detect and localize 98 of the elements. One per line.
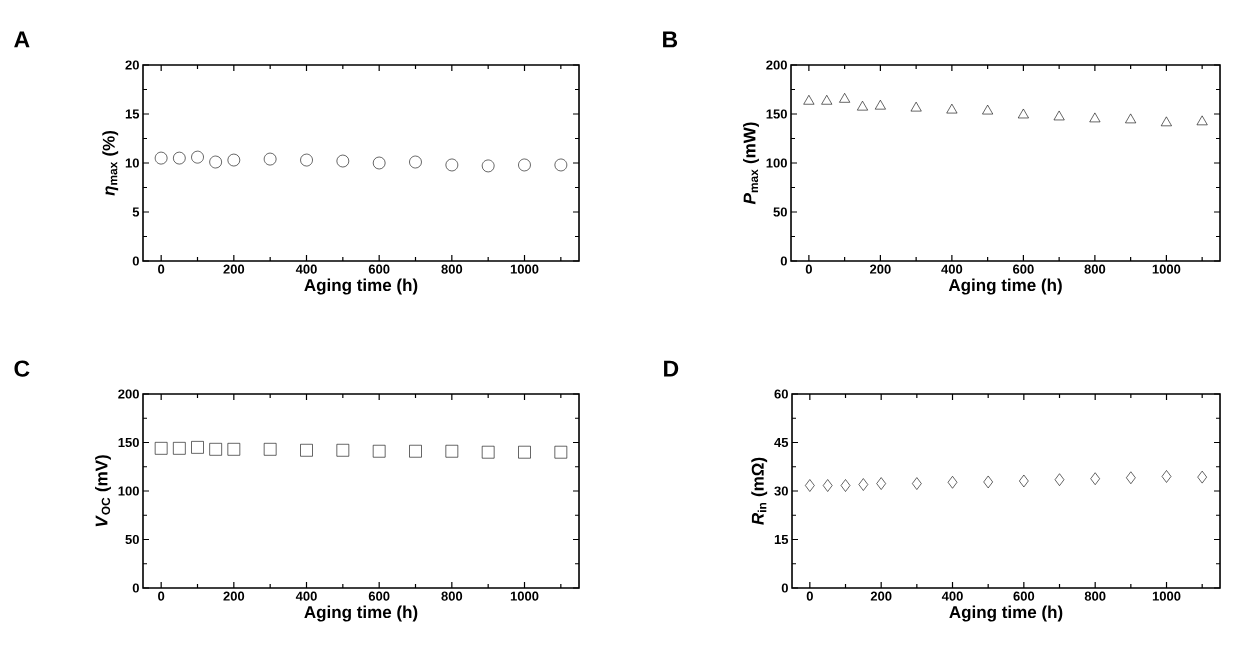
point — [481, 159, 495, 173]
x-tick-label: 1000 — [510, 264, 539, 274]
x-tick-label: 600 — [368, 591, 390, 601]
point — [1089, 112, 1101, 123]
point — [1017, 108, 1029, 119]
x-tick-label: 1000 — [1152, 264, 1181, 274]
x-axis-title: Aging time (h) — [948, 278, 1062, 295]
point — [1090, 472, 1100, 486]
x-tick-label: 1000 — [1152, 591, 1181, 601]
point — [803, 94, 815, 105]
x-tick-label: 0 — [158, 591, 165, 601]
point — [554, 158, 568, 172]
y-axis-title: V$_{OC}$ (mV) — [95, 455, 111, 527]
x-tick-label: 200 — [223, 591, 245, 601]
y-tick-label: 15 — [125, 109, 140, 119]
x-tick-label: 1000 — [510, 591, 539, 601]
x-tick-label: 600 — [1013, 264, 1034, 274]
point — [263, 152, 277, 166]
x-tick-label: 200 — [870, 264, 891, 274]
y-axis-title: R$_{in}$ (mΩ) — [751, 457, 768, 525]
y-tick-label: 0 — [132, 583, 139, 593]
y-tick-label: 15 — [774, 534, 789, 545]
chart-title: A — [14, 31, 30, 48]
point — [947, 475, 958, 489]
x-tick-label: 400 — [295, 264, 317, 274]
y-tick-label: 50 — [125, 534, 139, 545]
point — [1054, 473, 1065, 486]
y-tick-label: 0 — [780, 256, 787, 266]
point — [858, 478, 869, 491]
point — [173, 151, 186, 165]
point — [336, 154, 350, 168]
point — [154, 151, 168, 165]
y-tick-label: 20 — [125, 60, 139, 70]
y-tick-label: 100 — [766, 158, 787, 168]
x-tick-label: 400 — [941, 264, 963, 274]
point — [1019, 474, 1029, 488]
chart-title: B — [663, 31, 678, 48]
point — [300, 153, 313, 167]
y-tick-label: 100 — [118, 486, 139, 496]
x-tick-label: 200 — [870, 591, 892, 601]
x-axis-title: Aging time (h) — [949, 605, 1063, 622]
y-axis-title: P$_{max}$ (mW) — [743, 122, 759, 205]
x-tick-label: 800 — [1084, 264, 1106, 274]
x-tick-label: 800 — [1084, 591, 1106, 601]
x-tick-label: 0 — [158, 264, 165, 274]
y-tick-label: 5 — [132, 207, 140, 217]
point — [983, 475, 993, 489]
point — [910, 101, 922, 112]
y-tick-label: 45 — [774, 437, 789, 448]
x-tick-label: 0 — [805, 264, 812, 274]
x-tick-label: 400 — [295, 591, 317, 601]
point — [1161, 470, 1172, 483]
point — [821, 94, 833, 105]
y-axis-title: η$_{max}$ (%) — [102, 130, 119, 196]
x-tick-label: 600 — [1013, 591, 1035, 601]
y-tick-label: 60 — [774, 389, 788, 399]
point — [518, 158, 531, 172]
point — [857, 100, 869, 111]
point — [372, 156, 386, 170]
chart-title: D — [664, 360, 679, 377]
y-tick-label: 0 — [132, 256, 139, 266]
point — [209, 155, 222, 169]
point — [822, 479, 833, 492]
y-tick-label: 10 — [125, 158, 139, 168]
point — [874, 99, 886, 110]
point — [876, 477, 886, 490]
point — [982, 104, 994, 115]
point — [227, 153, 241, 167]
point — [1126, 471, 1136, 485]
x-tick-label: 400 — [941, 591, 963, 601]
point — [840, 479, 851, 492]
x-tick-label: 800 — [441, 591, 463, 601]
point — [912, 477, 922, 490]
x-tick-label: 200 — [223, 264, 245, 274]
x-axis-title: Aging time (h) — [304, 605, 418, 622]
y-tick-label: 30 — [774, 486, 788, 496]
point — [1053, 110, 1065, 121]
point — [1197, 470, 1207, 484]
x-tick-label: 600 — [368, 264, 390, 274]
point — [1196, 115, 1208, 126]
point — [445, 158, 459, 172]
point — [946, 103, 958, 114]
y-tick-label: 150 — [118, 437, 139, 448]
point — [1125, 113, 1137, 124]
y-tick-label: 200 — [118, 389, 139, 399]
y-tick-label: 200 — [766, 60, 787, 70]
point — [839, 93, 851, 103]
x-tick-label: 800 — [441, 264, 463, 274]
point — [191, 150, 204, 164]
point — [409, 155, 422, 169]
x-tick-label: 0 — [806, 591, 813, 601]
x-axis-title: Aging time (h) — [304, 278, 418, 295]
chart-title: C — [14, 360, 30, 377]
y-tick-label: 50 — [773, 207, 787, 217]
y-tick-label: 150 — [766, 109, 787, 119]
point — [805, 479, 815, 492]
point — [1160, 116, 1172, 127]
y-tick-label: 0 — [781, 583, 788, 593]
